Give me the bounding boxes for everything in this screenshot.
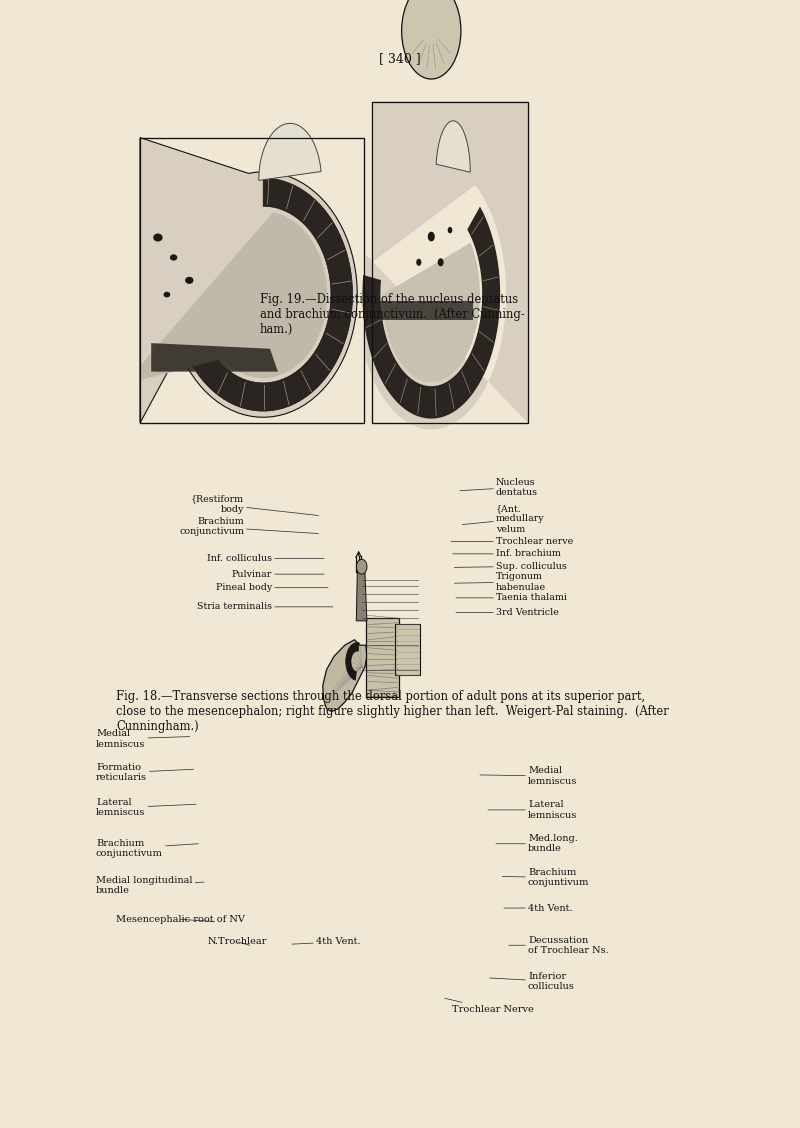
Text: Formatio
reticularis: Formatio reticularis <box>96 763 194 783</box>
Text: Brachium
conjuntivum: Brachium conjuntivum <box>502 867 590 888</box>
Polygon shape <box>258 123 321 180</box>
Text: Medial longitudinal
bundle: Medial longitudinal bundle <box>96 875 204 896</box>
Polygon shape <box>436 121 470 173</box>
Text: Med.long.
bundle: Med.long. bundle <box>496 834 578 854</box>
Polygon shape <box>140 138 358 423</box>
Ellipse shape <box>154 233 162 241</box>
Text: [ 340 ]: [ 340 ] <box>379 52 421 65</box>
Polygon shape <box>366 618 398 697</box>
Ellipse shape <box>357 559 367 574</box>
Text: 3rd Ventricle: 3rd Ventricle <box>456 608 559 617</box>
Text: Trochlear Nerve: Trochlear Nerve <box>445 998 534 1014</box>
Polygon shape <box>372 301 474 320</box>
Text: Fig. 19.—Dissection of the nucleus dentatus
and brachium conjunctivum.  (After C: Fig. 19.—Dissection of the nucleus denta… <box>260 293 525 336</box>
Text: Inf. brachium: Inf. brachium <box>453 549 561 558</box>
Polygon shape <box>346 643 359 680</box>
Bar <box>140 138 364 423</box>
Text: Trigonum
habenulae: Trigonum habenulae <box>454 572 546 592</box>
Text: N.Trochlear: N.Trochlear <box>208 937 267 946</box>
Text: Lateral
lemniscus: Lateral lemniscus <box>96 797 196 818</box>
Text: Medial
lemniscus: Medial lemniscus <box>96 729 190 749</box>
Ellipse shape <box>170 254 178 261</box>
Ellipse shape <box>402 0 461 79</box>
Polygon shape <box>322 640 367 712</box>
Polygon shape <box>140 138 364 423</box>
Text: 4th Vent.: 4th Vent. <box>292 937 361 946</box>
Text: Taenia thalami: Taenia thalami <box>456 593 567 602</box>
Text: Lateral
lemniscus: Lateral lemniscus <box>488 800 578 820</box>
Text: Inf. colliculus: Inf. colliculus <box>207 554 324 563</box>
Text: Medial
lemniscus: Medial lemniscus <box>480 766 578 786</box>
Polygon shape <box>362 206 500 418</box>
Polygon shape <box>356 572 367 620</box>
Text: Pineal body: Pineal body <box>216 583 328 592</box>
Text: Pulvinar: Pulvinar <box>232 570 324 579</box>
Ellipse shape <box>163 292 170 298</box>
Bar <box>372 102 528 423</box>
Ellipse shape <box>448 227 452 233</box>
Text: Fig. 18.—Transverse sections through the dorsal portion of adult pons at its sup: Fig. 18.—Transverse sections through the… <box>116 690 669 733</box>
Polygon shape <box>151 343 278 371</box>
Ellipse shape <box>185 276 194 284</box>
Text: Mesencephalic root of NV: Mesencephalic root of NV <box>116 915 245 924</box>
Text: {Restiform
body: {Restiform body <box>191 494 318 515</box>
Text: Inferior
colliculus: Inferior colliculus <box>490 971 575 992</box>
Ellipse shape <box>428 231 434 241</box>
Text: Sup. colliculus: Sup. colliculus <box>454 562 566 571</box>
Text: Brachium
conjunctivum: Brachium conjunctivum <box>96 838 198 858</box>
Text: Nucleus
dentatus: Nucleus dentatus <box>460 477 538 497</box>
Polygon shape <box>364 102 528 430</box>
Polygon shape <box>394 624 420 675</box>
Ellipse shape <box>416 258 422 266</box>
Polygon shape <box>191 178 353 411</box>
Text: Brachium
conjunctivum: Brachium conjunctivum <box>179 517 318 537</box>
Polygon shape <box>372 102 528 423</box>
Polygon shape <box>140 212 327 380</box>
Polygon shape <box>382 243 480 382</box>
Text: Trochlear nerve: Trochlear nerve <box>451 537 574 546</box>
Text: {Ant.
medullary
velum: {Ant. medullary velum <box>462 504 545 534</box>
Text: Stria terminalis: Stria terminalis <box>197 602 333 611</box>
Text: Decussation
of Trochlear Ns.: Decussation of Trochlear Ns. <box>509 935 609 955</box>
Ellipse shape <box>438 258 443 266</box>
Text: 4th Vent.: 4th Vent. <box>504 904 573 913</box>
